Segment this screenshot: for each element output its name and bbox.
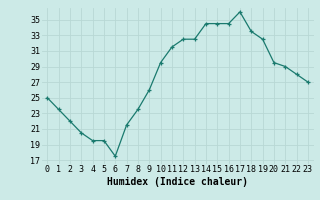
X-axis label: Humidex (Indice chaleur): Humidex (Indice chaleur): [107, 177, 248, 187]
